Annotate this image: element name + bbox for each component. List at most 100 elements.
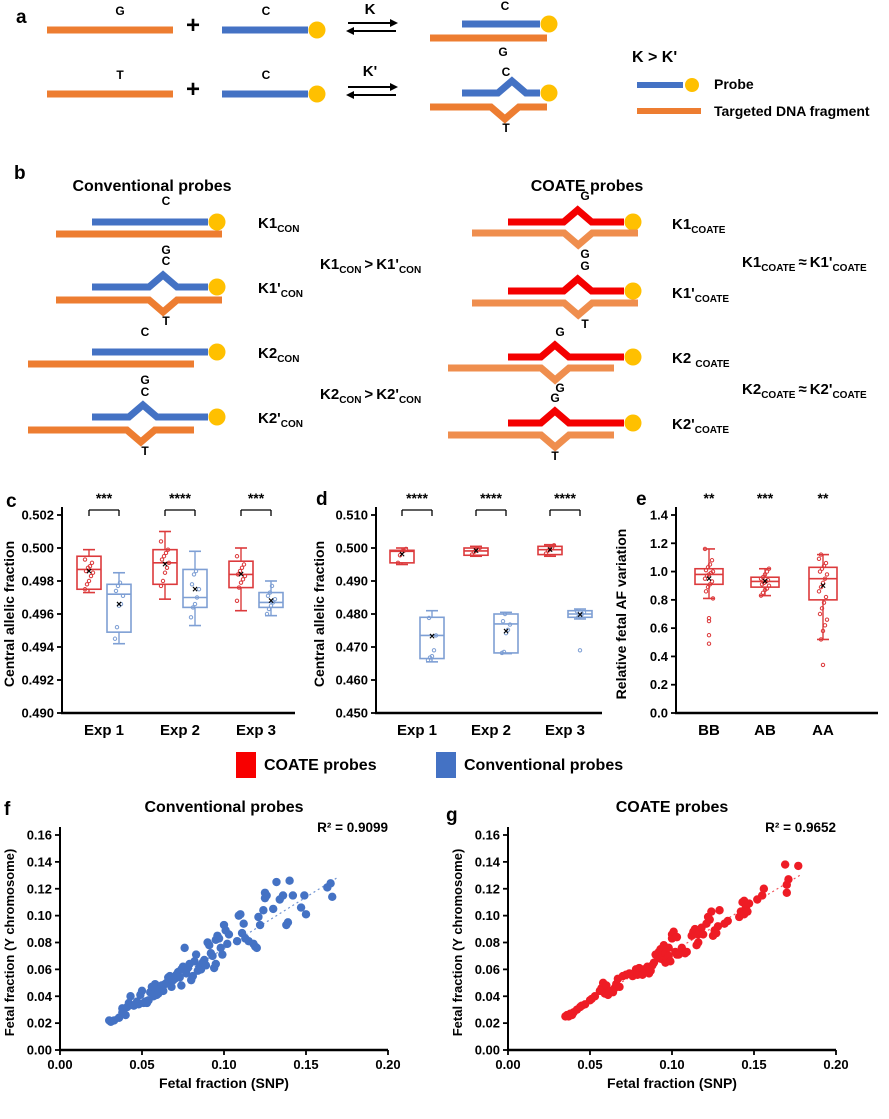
svg-text:****: **** [406, 490, 428, 506]
panel-d-boxplot: 0.450 0.460 0.470 0.480 0.490 0.500 0.510 Centr… [310, 485, 610, 755]
rel-main: K2' [376, 386, 399, 403]
svg-text:×: × [162, 560, 168, 571]
k-label-sub: CON [280, 419, 303, 430]
svg-text:×: × [503, 626, 509, 637]
svg-text:AA: AA [812, 722, 834, 739]
coate-probe-strand [508, 340, 642, 366]
equilibrium-arrows-icon [346, 19, 398, 35]
panel-label-g: g [446, 805, 458, 826]
svg-text:0.05: 0.05 [577, 1057, 602, 1072]
target-dna-strand [47, 90, 173, 98]
svg-text:0.460: 0.460 [335, 673, 368, 688]
k-relation: K1CON > K1'CON [320, 257, 421, 276]
conventional-probes-title: Conventional probes [72, 178, 232, 195]
svg-text:0.8: 0.8 [650, 592, 668, 607]
probe-strand [222, 85, 326, 103]
svg-text:0.450: 0.450 [335, 706, 368, 721]
allele-label: T [162, 314, 170, 328]
svg-text:0.10: 0.10 [659, 1057, 684, 1072]
k-label-sub: COATE [694, 425, 730, 436]
k-label-sub: CON [277, 224, 300, 235]
svg-text:**: ** [818, 490, 829, 506]
k-label: K1'CON [258, 281, 303, 300]
svg-text:Fetal fraction (SNP): Fetal fraction (SNP) [607, 1075, 737, 1091]
conventional-probes-swatch [436, 752, 456, 778]
svg-text:0.494: 0.494 [21, 640, 54, 655]
k-label: K1'COATE [672, 286, 729, 305]
svg-text:0.05: 0.05 [129, 1057, 154, 1072]
k-relation: K2COATE ≈ K2'COATE [742, 382, 867, 401]
target-dna-strand [448, 361, 614, 385]
allele-label: T [551, 449, 559, 463]
panel-label-c: c [6, 491, 17, 512]
svg-text:1.4: 1.4 [650, 508, 669, 523]
probe-strand-mismatch [92, 270, 226, 296]
allele-label: G [115, 4, 125, 18]
svg-text:0.06: 0.06 [27, 962, 52, 977]
allele-label: G [555, 381, 565, 395]
plus-sign: + [186, 12, 201, 39]
target-dna-strand-mismatch [430, 100, 547, 124]
rate-constant-label: K [364, 1, 376, 18]
k-label-sub: CON [277, 354, 300, 365]
svg-text:Exp 2: Exp 2 [471, 722, 511, 739]
coate-probe-strand [508, 274, 642, 300]
svg-text:Exp 1: Exp 1 [397, 722, 437, 739]
svg-text:0.20: 0.20 [823, 1057, 848, 1072]
rel-sub: CON [339, 395, 362, 406]
target-legend-swatch [637, 108, 701, 114]
coate-probe-strand [508, 406, 642, 432]
svg-text:Fetal fraction (Y chromosome): Fetal fraction (Y chromosome) [2, 849, 17, 1037]
svg-text:×: × [192, 584, 198, 595]
rel-sub: CON [339, 265, 362, 276]
target-dna-strand [472, 226, 638, 250]
coate-probes-legend-label: COATE probes [264, 757, 377, 774]
rel-sub: CON [398, 395, 422, 406]
allele-label: C [261, 68, 271, 82]
svg-text:**: ** [704, 490, 715, 506]
allele-label: C [161, 194, 171, 208]
svg-text:×: × [762, 577, 768, 588]
panel-e-boxplot: 0.0 0.2 0.4 0.6 0.8 1.0 1.2 1.4 Relative fetal A… [610, 485, 889, 755]
rel-main: K1 [742, 254, 762, 271]
rel-main: K2 [320, 386, 340, 403]
k-label-sub: COATE [694, 294, 730, 305]
rel-sub: COATE [761, 390, 796, 401]
panel-b-diagram: Conventional probes COATE probes C G K1C… [0, 160, 889, 490]
target-dna-strand [47, 26, 173, 34]
k-relation: K2CON > K2'CON [320, 387, 421, 406]
rate-constant-label: K' [362, 63, 378, 80]
target-dna-strand-mismatch [56, 293, 222, 317]
allele-label: G [555, 325, 565, 339]
allele-label: G [550, 391, 560, 405]
svg-text:0.498: 0.498 [21, 574, 54, 589]
target-dna-strand [56, 230, 222, 238]
probe-strand [222, 21, 326, 39]
svg-text:0.00: 0.00 [47, 1057, 72, 1072]
probe-strand-mismatch [92, 400, 226, 426]
svg-text:0.496: 0.496 [21, 607, 54, 622]
k-label-main: K1' [672, 285, 695, 302]
svg-text:0.470: 0.470 [335, 640, 368, 655]
panel-f-scatterplot: 0.00 0.02 0.04 0.06 0.08 0.10 0.12 0.14 0.16 0.00… [0, 790, 450, 1119]
svg-text:0.00: 0.00 [27, 1043, 52, 1058]
svg-text:0.14: 0.14 [27, 854, 53, 869]
svg-text:0.500: 0.500 [21, 541, 54, 556]
svg-text:0.16: 0.16 [27, 828, 52, 843]
svg-text:Fetal fraction (Y chromosome): Fetal fraction (Y chromosome) [450, 849, 465, 1037]
svg-text:Exp 2: Exp 2 [160, 722, 200, 739]
svg-text:0.4: 0.4 [650, 649, 669, 664]
svg-text:***: *** [248, 490, 265, 506]
panel-label-d: d [316, 489, 328, 510]
rel-main: K2 [742, 381, 762, 398]
panel-a-diagram: G + C K C G T + C K' C T K > K' Probe Ta… [0, 0, 889, 164]
panel-label-b: b [14, 163, 26, 184]
probe-strand [92, 343, 226, 361]
panel-label-f: f [4, 799, 11, 820]
allele-label: C [140, 325, 150, 339]
svg-text:0.0: 0.0 [650, 706, 668, 721]
svg-text:Exp 3: Exp 3 [545, 722, 585, 739]
svg-text:****: **** [169, 490, 191, 506]
k-label: K2CON [258, 346, 299, 365]
svg-text:0.16: 0.16 [475, 828, 500, 843]
